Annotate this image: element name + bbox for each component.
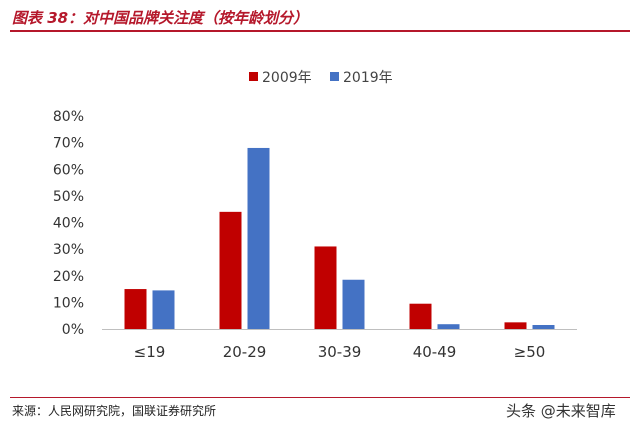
source-note: 来源：人民网研究院，国联证券研究所	[12, 404, 217, 418]
x-tick-label: ≤19	[134, 343, 166, 361]
x-tick-label: 20-29	[223, 343, 267, 361]
y-tick-label: 30%	[53, 242, 84, 258]
y-tick-label: 10%	[53, 295, 84, 311]
chart-legend: 2009年 2019年	[249, 70, 393, 86]
x-tick-label: ≥50	[514, 343, 546, 361]
figure-header: 图表 38：对中国品牌关注度（按年龄划分）	[10, 4, 630, 32]
bar-1-5	[504, 322, 527, 329]
y-tick-label: 20%	[53, 269, 84, 285]
legend-swatch-2	[330, 72, 339, 81]
bar-2-4	[437, 324, 460, 329]
y-axis: 0% 10% 20% 30% 40% 50% 60% 70% 80%	[53, 109, 84, 338]
figure-title: 图表 38：对中国品牌关注度（按年龄划分）	[12, 9, 309, 27]
bar-1-1	[124, 289, 147, 329]
legend-swatch-1	[249, 72, 258, 81]
legend-label-1: 2009年	[262, 70, 312, 86]
x-axis: ≤19 20-29 30-39 40-49 ≥50	[134, 343, 546, 361]
y-tick-label: 60%	[53, 162, 84, 178]
watermark-text: 头条 @未来智库	[506, 402, 616, 420]
bar-2-5	[532, 325, 555, 329]
legend-label-2: 2019年	[343, 70, 393, 86]
footer-divider	[10, 397, 630, 398]
bars	[124, 147, 555, 329]
x-tick-label: 30-39	[318, 343, 362, 361]
bar-1-2	[219, 211, 242, 329]
bar-2-3	[342, 279, 365, 329]
y-tick-label: 40%	[53, 216, 84, 232]
bar-1-4	[409, 303, 432, 329]
bar-1-3	[314, 246, 337, 329]
bar-2-1	[152, 290, 175, 329]
y-tick-label: 50%	[53, 189, 84, 205]
y-tick-label: 0%	[62, 322, 84, 338]
x-tick-label: 40-49	[413, 343, 457, 361]
y-tick-label: 70%	[53, 136, 84, 152]
bar-2-2	[247, 147, 270, 329]
y-tick-label: 80%	[53, 109, 84, 125]
